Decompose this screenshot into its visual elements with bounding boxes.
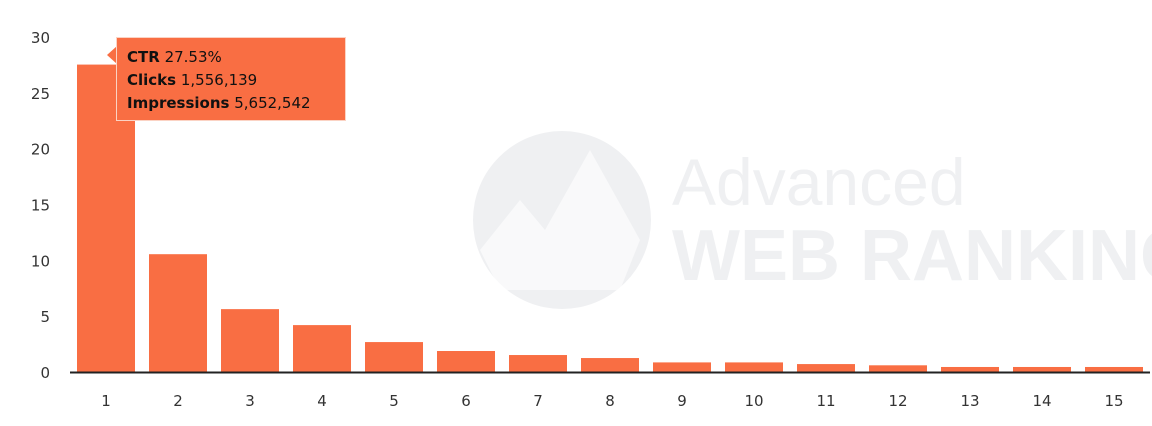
y-tick-label: 30	[31, 29, 50, 47]
bar-5[interactable]	[365, 342, 423, 372]
bar-tooltip: CTR 27.53% Clicks 1,556,139 Impressions …	[116, 37, 346, 121]
x-tick-label: 11	[816, 392, 835, 410]
x-tick-label: 9	[677, 392, 687, 410]
bar-3[interactable]	[221, 309, 279, 372]
tooltip-impressions: Impressions 5,652,542	[127, 94, 311, 112]
svg-text:Advanced: Advanced	[672, 145, 966, 219]
x-tick-label: 15	[1104, 392, 1123, 410]
bar-13[interactable]	[941, 366, 999, 372]
x-tick-label: 10	[744, 392, 763, 410]
bar-8[interactable]	[581, 358, 639, 372]
tooltip-arrow	[107, 46, 117, 64]
x-tick-label: 6	[461, 392, 471, 410]
x-tick-label: 7	[533, 392, 543, 410]
x-tick-label: 8	[605, 392, 615, 410]
bar-14[interactable]	[1013, 366, 1071, 372]
bar-9[interactable]	[653, 362, 711, 372]
y-tick-label: 15	[31, 197, 50, 215]
y-tick-label: 0	[40, 364, 50, 382]
bar-4[interactable]	[293, 325, 351, 372]
x-tick-label: 12	[888, 392, 907, 410]
bar-10[interactable]	[725, 362, 783, 372]
x-tick-label: 5	[389, 392, 399, 410]
bar-6[interactable]	[437, 351, 495, 372]
x-tick-label: 14	[1032, 392, 1051, 410]
bar-15[interactable]	[1085, 366, 1143, 372]
x-tick-label: 2	[173, 392, 183, 410]
tooltip-clicks: Clicks 1,556,139	[127, 71, 258, 89]
tooltip-ctr: CTR 27.53%	[127, 48, 222, 66]
bar-7[interactable]	[509, 355, 567, 372]
bar-2[interactable]	[149, 254, 207, 372]
x-tick-label: 1	[101, 392, 111, 410]
svg-text:WEB RANKING: WEB RANKING	[672, 216, 1152, 296]
watermark-logo: Advanced WEB RANKING	[473, 131, 1152, 309]
x-tick-label: 4	[317, 392, 327, 410]
bar-11[interactable]	[797, 364, 855, 372]
x-tick-label: 3	[245, 392, 255, 410]
y-tick-label: 25	[31, 85, 50, 103]
y-tick-label: 20	[31, 141, 50, 159]
x-tick-label: 13	[960, 392, 979, 410]
y-tick-label: 10	[31, 252, 50, 270]
y-tick-label: 5	[40, 308, 50, 326]
bar-12[interactable]	[869, 365, 927, 372]
